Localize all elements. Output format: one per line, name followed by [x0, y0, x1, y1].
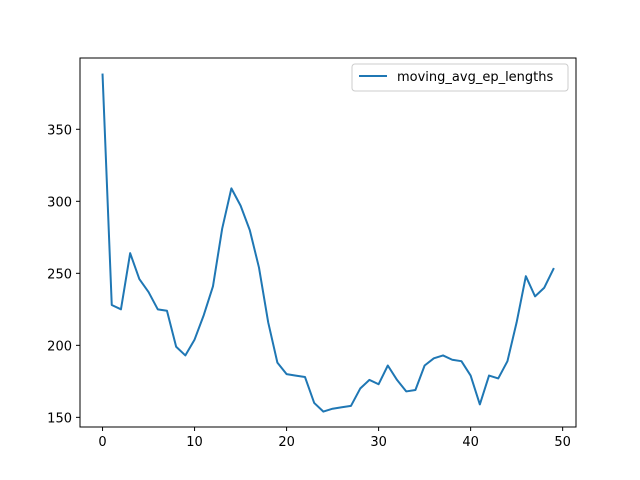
x-tick-label: 20: [278, 435, 295, 450]
y-tick-label: 150: [47, 411, 72, 426]
x-tick-label: 40: [462, 435, 479, 450]
y-tick-label: 200: [47, 339, 72, 354]
x-tick-label: 50: [554, 435, 571, 450]
legend: moving_avg_ep_lengths: [351, 63, 569, 92]
y-tick-label: 300: [47, 195, 72, 210]
legend-label: moving_avg_ep_lengths: [397, 70, 554, 85]
legend-box: [351, 63, 569, 92]
axes: 0 10 20 30 40 50 150 200 250 300 350: [47, 57, 577, 450]
x-tick-label: 10: [186, 435, 203, 450]
series-line-moving_avg_ep_lengths: [101, 73, 555, 413]
x-tick-label: 30: [370, 435, 387, 450]
y-tick-label: 250: [47, 267, 72, 282]
plot-area: [101, 73, 555, 413]
axes-frame: [79, 57, 577, 428]
x-tick-label: 0: [98, 435, 106, 450]
y-tick-label: 350: [47, 123, 72, 138]
